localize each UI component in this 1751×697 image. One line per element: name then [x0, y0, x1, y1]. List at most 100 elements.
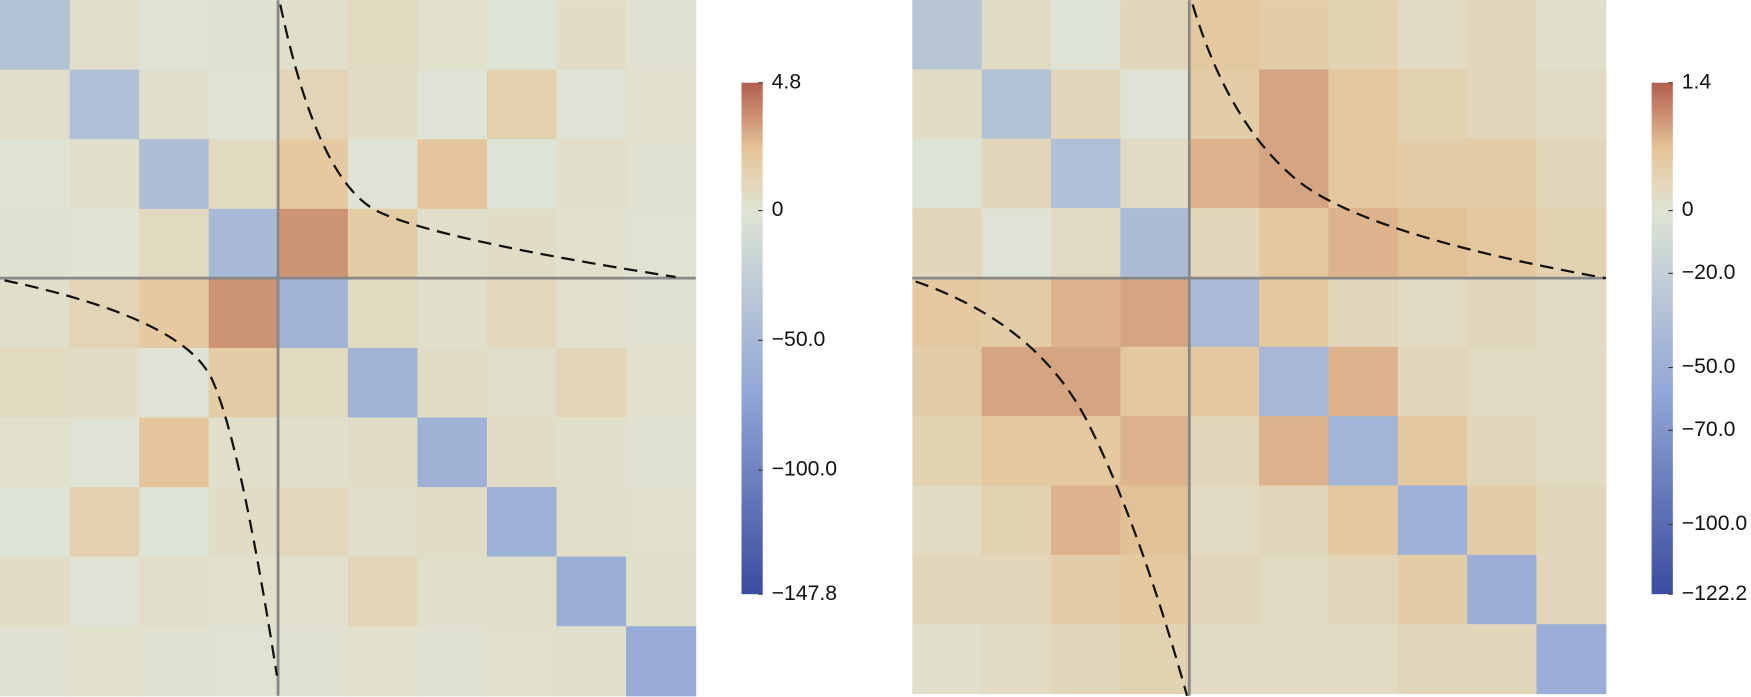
heatmap-cell [69, 69, 140, 140]
heatmap-cell [208, 69, 279, 140]
heatmap-cell [1051, 69, 1121, 140]
heatmap-cell [486, 139, 558, 210]
heatmap-cell [417, 208, 488, 279]
heatmap-cell [278, 69, 349, 140]
heatmap-cell [912, 554, 983, 625]
heatmap-cell [0, 0, 71, 71]
heatmap-cell [1536, 624, 1607, 695]
heatmap-cell [0, 69, 71, 140]
heatmap-cell [1051, 624, 1121, 695]
heatmap-cell [208, 208, 279, 279]
heatmap-cell [69, 626, 140, 697]
heatmap-cell [912, 416, 983, 487]
heatmap-cell [1397, 624, 1468, 695]
dashed-curve [1191, 4, 1607, 280]
heatmap-cell [1328, 416, 1399, 487]
heatmap-cell [556, 69, 627, 140]
heatmap-cell [278, 487, 349, 558]
heatmaps [0, 0, 1607, 697]
heatmap-cell [278, 417, 349, 488]
heatmap-cell [139, 417, 210, 488]
heatmap-cell [1467, 346, 1538, 417]
heatmap-cell [1051, 138, 1121, 209]
heatmap-cell [1189, 485, 1260, 556]
heatmap-cell [208, 0, 279, 71]
heatmap-cell [417, 0, 488, 71]
heatmap-cell [417, 278, 488, 349]
colorbar [1651, 82, 1673, 595]
heatmap-cell [1189, 208, 1260, 279]
heatmap-cell [1397, 208, 1468, 279]
heatmap-cell [981, 277, 1052, 348]
heatmap-cell [556, 626, 627, 697]
colorbar-tick-label: −70.0 [1682, 418, 1736, 441]
heatmap-cell [1120, 485, 1191, 556]
heatmap-cell [69, 487, 140, 558]
heatmap-cell [208, 417, 279, 488]
colorbar-tick-label: −122.2 [1682, 582, 1747, 605]
heatmap-cell [0, 208, 71, 279]
heatmap-cell [1467, 277, 1538, 348]
heatmap-cell [278, 208, 349, 279]
heatmap-cell [626, 556, 697, 627]
heatmap-cell [139, 69, 210, 140]
heatmap-cell [626, 347, 697, 419]
colorbar-tick-label: −50.0 [1682, 355, 1736, 378]
heatmap-cell [1120, 624, 1191, 695]
heatmap-cell [1536, 0, 1607, 70]
heatmap-cell [1467, 69, 1538, 140]
heatmap-cell [912, 346, 983, 417]
heatmap-cell [1189, 277, 1260, 348]
dashed-curve [279, 4, 676, 279]
heatmap-cell [1328, 346, 1399, 417]
heatmap-cell [556, 278, 627, 349]
heatmap-cell [347, 278, 418, 349]
heatmap-cell [417, 556, 488, 627]
heatmap-cell [1120, 138, 1191, 209]
heatmap-cell [981, 554, 1052, 625]
heatmap-cell [347, 69, 418, 140]
heatmap-cell [1259, 277, 1329, 348]
heatmap-cell [1467, 624, 1538, 695]
heatmap-cell [0, 556, 71, 627]
heatmap-cell [981, 69, 1052, 140]
heatmap-cell [69, 556, 140, 627]
heatmap-cell [912, 138, 983, 209]
heatmap-cell [1259, 69, 1329, 140]
heatmap-cell [208, 626, 279, 697]
heatmap-cell [486, 556, 558, 627]
heatmap-cell [1259, 485, 1329, 556]
heatmap-cell [69, 0, 140, 71]
heatmap-cell [1328, 277, 1399, 348]
heatmap-cell [626, 487, 697, 558]
heatmap-cell [626, 69, 697, 140]
heatmap-cell [981, 346, 1052, 417]
heatmap-cell [486, 0, 558, 71]
heatmap-cell [139, 556, 210, 627]
heatmap-cell [912, 624, 983, 695]
heatmap-cell [278, 278, 349, 349]
heatmap-cell [626, 417, 697, 488]
heatmap-cell [981, 208, 1052, 279]
heatmap-cell [417, 626, 488, 697]
heatmap-cell [626, 208, 697, 279]
colorbar-tick-label: 0 [772, 198, 784, 221]
heatmap-cell [1120, 69, 1191, 140]
heatmap-cell [139, 626, 210, 697]
heatmap-cell [1536, 416, 1607, 487]
heatmap-cell [486, 626, 558, 697]
heatmap-cell [69, 417, 140, 488]
heatmap-cell [556, 139, 627, 210]
heatmap-cell [139, 278, 210, 349]
heatmap-cell [981, 138, 1052, 209]
heatmap-cell [556, 0, 627, 71]
heatmap-cell [69, 208, 140, 279]
heatmap-cell [981, 0, 1052, 70]
heatmap-cell [486, 278, 558, 349]
heatmap-cell [208, 487, 279, 558]
heatmap-cell [1189, 0, 1260, 70]
heatmap-cell [1189, 554, 1260, 625]
heatmap-cell [278, 139, 349, 210]
heatmap-cell [556, 417, 627, 488]
heatmap-cell [69, 139, 140, 210]
